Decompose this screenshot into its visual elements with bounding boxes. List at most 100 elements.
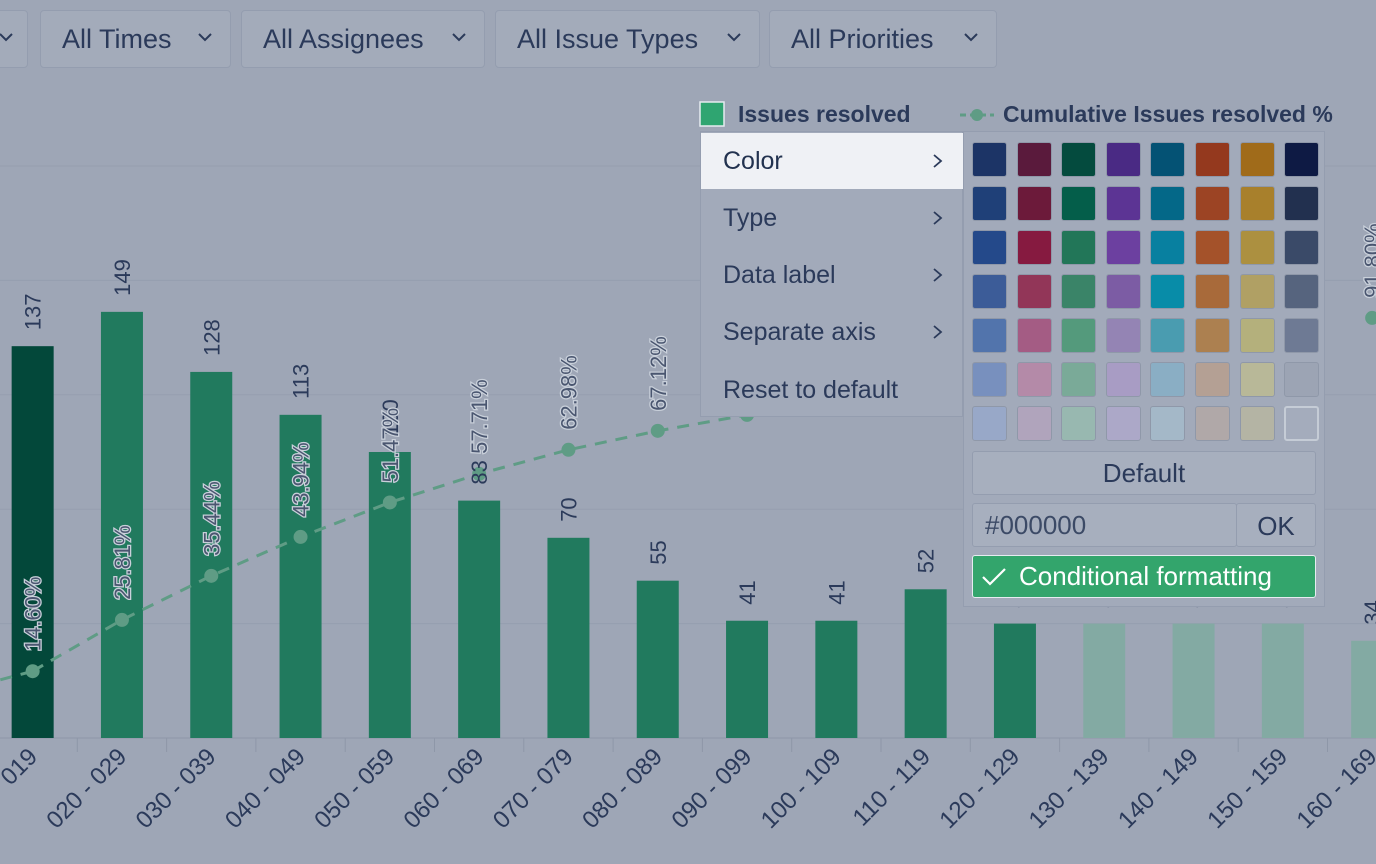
color-swatch[interactable] [972,274,1007,309]
filter-label: All Times [62,24,172,54]
menu-item[interactable]: Reset to default [701,362,964,418]
color-swatch[interactable] [1239,230,1275,265]
x-tick-label: 020 - 029 [41,743,132,834]
color-swatch[interactable] [1195,406,1230,441]
data-label: 91.80% [1360,223,1376,298]
color-swatch[interactable] [1016,406,1052,441]
hex-input[interactable]: #000000 [972,503,1237,547]
color-swatch[interactable] [1016,186,1052,221]
color-swatch[interactable] [1150,274,1186,309]
color-swatch[interactable] [1016,274,1052,309]
color-swatch[interactable] [972,230,1007,265]
color-swatch[interactable] [1150,142,1186,177]
bar [11,346,54,738]
color-swatch[interactable] [1284,406,1320,441]
color-swatch[interactable] [1284,274,1320,309]
line-point [650,423,665,438]
color-swatch[interactable] [1105,142,1141,177]
bar [1351,640,1376,738]
color-swatch[interactable] [972,406,1007,441]
color-swatch[interactable] [972,186,1007,221]
color-swatch[interactable] [1195,362,1230,397]
color-swatch[interactable] [1016,142,1052,177]
color-swatch[interactable] [1105,274,1141,309]
color-swatch[interactable] [972,142,1007,177]
color-swatch[interactable] [1239,142,1275,177]
filter-dropdown[interactable] [0,10,28,68]
x-tick-label: 130 - 139 [1024,743,1115,834]
color-swatch[interactable] [1239,274,1275,309]
chevron [933,268,943,282]
color-swatch[interactable] [1195,318,1230,353]
menu-item[interactable]: Type [701,190,964,246]
bar [1172,623,1215,738]
data-label: 35.44% [199,481,224,556]
color-swatch[interactable] [1061,230,1097,265]
color-swatch[interactable] [1061,186,1097,221]
color-swatch[interactable] [1150,186,1186,221]
color-swatch[interactable] [1016,362,1052,397]
data-label: 41 [735,580,760,604]
color-swatch[interactable] [1105,318,1141,353]
bar [636,580,679,738]
conditional-formatting-button[interactable]: Conditional formatting [972,555,1316,598]
x-tick-label: 150 - 159 [1202,743,1293,834]
bar [993,623,1036,738]
color-swatch[interactable] [972,318,1007,353]
color-swatch[interactable] [1105,186,1141,221]
color-swatch[interactable] [1284,186,1320,221]
color-swatch[interactable] [1061,318,1097,353]
color-swatch[interactable] [1284,142,1320,177]
color-swatch[interactable] [1061,362,1097,397]
bar [190,371,233,738]
color-swatch[interactable] [1239,318,1275,353]
color-swatch[interactable] [1016,318,1052,353]
color-swatch[interactable] [1284,230,1320,265]
data-label: 52 [914,549,939,573]
line-point [293,529,308,544]
bar [815,620,858,738]
color-swatch[interactable] [1105,406,1141,441]
filter-dropdown[interactable]: All Priorities [769,10,997,68]
menu-item[interactable]: Separate axis [701,304,964,360]
color-swatch[interactable] [1105,362,1141,397]
color-swatch[interactable] [1150,362,1186,397]
color-swatch[interactable] [1061,142,1097,177]
data-label: 57.71% [467,379,492,454]
color-swatch[interactable] [1150,318,1186,353]
color-swatch[interactable] [1195,274,1230,309]
data-label: 149 [110,259,135,296]
bar [458,500,501,738]
color-swatch[interactable] [1239,186,1275,221]
color-swatch[interactable] [972,362,1007,397]
x-tick-label: 140 - 149 [1113,743,1204,834]
filter-dropdown[interactable]: All Times [40,10,231,68]
color-swatch[interactable] [1150,406,1186,441]
menu-item[interactable]: Color [701,133,964,189]
filter-dropdown[interactable]: All Assignees [241,10,485,68]
color-swatch[interactable] [1061,274,1097,309]
x-tick-label: 080 - 089 [577,743,668,834]
color-swatch[interactable] [1195,230,1230,265]
color-swatch[interactable] [1239,362,1275,397]
color-swatch[interactable] [1105,230,1141,265]
color-swatch[interactable] [1239,406,1275,441]
color-swatch[interactable] [1284,362,1320,397]
color-swatch[interactable] [1195,142,1230,177]
color-swatch[interactable] [1016,230,1052,265]
color-swatch[interactable] [1150,230,1186,265]
filter-dropdown[interactable]: All Issue Types [495,10,760,68]
color-swatch[interactable] [1195,186,1230,221]
default-button[interactable]: Default [972,451,1316,495]
data-label: 43.94% [289,442,314,517]
menu-item[interactable]: Data label [701,247,964,303]
bar [1083,623,1126,738]
bar [279,414,322,738]
legend-label[interactable]: Issues resolved [738,101,911,127]
color-swatch[interactable] [1284,318,1320,353]
color-swatch[interactable] [1061,406,1097,441]
ok-button[interactable]: OK [1236,503,1316,547]
legend-label[interactable]: Cumulative Issues resolved % [1003,101,1333,127]
